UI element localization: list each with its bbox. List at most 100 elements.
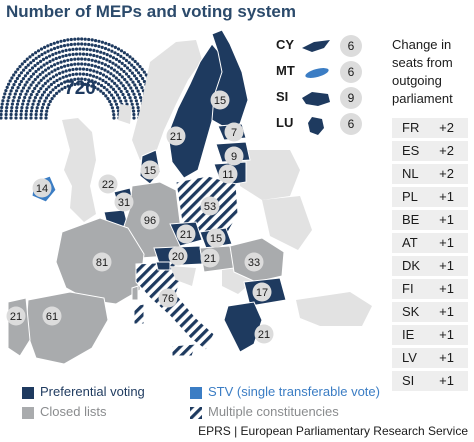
hemicycle-seat bbox=[95, 49, 99, 53]
hemicycle-seat bbox=[109, 66, 114, 70]
hemicycle-seat bbox=[112, 68, 116, 72]
hemicycle-seat bbox=[28, 96, 32, 100]
malta-shape bbox=[305, 68, 329, 78]
hemicycle-seat bbox=[132, 116, 136, 120]
hemicycle-seat bbox=[54, 85, 58, 90]
seat-badge-fr: 81 bbox=[92, 252, 112, 272]
hemicycle-seat bbox=[131, 57, 135, 61]
hemicycle-seat bbox=[9, 109, 13, 113]
hemicycle-seat bbox=[132, 112, 136, 117]
hemicycle-seat bbox=[123, 86, 127, 91]
slovenia-shape bbox=[302, 92, 330, 106]
hemicycle-seat bbox=[87, 58, 91, 62]
change-row-si: SI +1 bbox=[392, 371, 468, 391]
change-value: +2 bbox=[439, 120, 454, 135]
hemicycle-seat bbox=[31, 89, 35, 94]
change-value: +1 bbox=[439, 281, 454, 296]
hemicycle-seat bbox=[11, 99, 15, 103]
hemicycle-seat bbox=[33, 96, 38, 100]
seat-badge-pl: 53 bbox=[200, 196, 220, 216]
hemicycle-seat bbox=[59, 60, 63, 64]
hemicycle-seat bbox=[26, 102, 30, 106]
hemicycle-seat bbox=[100, 67, 104, 71]
hemicycle-seat bbox=[55, 91, 59, 95]
hemicycle-seat bbox=[83, 57, 87, 61]
hemicycle-seat bbox=[114, 90, 118, 94]
hemicycle-seat bbox=[64, 74, 68, 78]
hemicycle-seat bbox=[101, 73, 106, 77]
hemicycle-seat bbox=[58, 71, 62, 75]
hemicycle-seat bbox=[83, 37, 87, 41]
change-code: ES bbox=[402, 143, 420, 158]
change-row-fi: FI +1 bbox=[392, 279, 468, 299]
hemicycle-seat bbox=[22, 68, 26, 72]
hemicycle-seat bbox=[78, 52, 82, 56]
hemicycle-seat bbox=[4, 89, 8, 93]
hemicycle-seat bbox=[99, 50, 103, 54]
hemicycle-seat bbox=[18, 82, 22, 87]
hemicycle-seat bbox=[36, 102, 40, 106]
seat-badge-label: 20 bbox=[172, 251, 184, 263]
hemicycle-seat bbox=[36, 61, 40, 65]
seat-badge-circle bbox=[244, 252, 264, 272]
seat-badge-gr: 21 bbox=[254, 324, 274, 344]
hemicycle-seat bbox=[109, 85, 113, 89]
hemicycle-seat bbox=[122, 51, 126, 55]
hemicycle-seat bbox=[125, 89, 129, 94]
hemicycle-seat bbox=[0, 109, 3, 113]
seat-badge-circle bbox=[158, 288, 178, 308]
seat-badge-label: 21 bbox=[180, 229, 192, 241]
hemicycle-seat bbox=[46, 66, 51, 70]
change-row-fr: FR +2 bbox=[392, 118, 468, 138]
hemicycle-seat bbox=[80, 62, 84, 66]
hemicycle-seat bbox=[63, 64, 67, 68]
hemicycle-seat bbox=[62, 44, 67, 48]
seat-badge-circle bbox=[254, 324, 274, 344]
hemicycle-seat bbox=[64, 53, 68, 58]
hemicycle-seat bbox=[55, 78, 59, 83]
hemicycle-seat bbox=[90, 43, 94, 47]
seat-badge-at: 20 bbox=[168, 246, 188, 266]
hemicycle-seat bbox=[114, 63, 118, 67]
hemicycle-seat bbox=[35, 84, 39, 88]
hemicycle-seat bbox=[111, 96, 116, 100]
hemicycle-seat bbox=[16, 99, 20, 103]
hemicycle-seat bbox=[112, 116, 116, 120]
hemicycle-seat bbox=[95, 54, 99, 58]
hemicycle-seat bbox=[63, 80, 67, 84]
hemicycle-seat bbox=[6, 99, 10, 103]
change-code: FR bbox=[402, 120, 420, 135]
hemicycle-seat bbox=[54, 73, 59, 77]
hemicycle-seat bbox=[24, 65, 28, 70]
seat-badge-it: 76 bbox=[158, 288, 178, 308]
hemicycle-seat bbox=[92, 69, 96, 73]
hemicycle-seat bbox=[111, 87, 116, 91]
hemicycle-seat bbox=[4, 112, 8, 117]
hemicycle-seat bbox=[44, 113, 48, 117]
hemicycle-seat bbox=[74, 72, 79, 76]
hemicycle-seat bbox=[133, 95, 137, 100]
seat-badge-cz: 21 bbox=[176, 224, 196, 244]
hemicycle-seat bbox=[116, 47, 121, 51]
seat-badge-circle bbox=[224, 122, 244, 142]
hemicycle-seat bbox=[129, 77, 133, 81]
hemicycle-seat bbox=[43, 45, 47, 50]
hemicycle-seat bbox=[140, 86, 144, 90]
hemicycle-seat bbox=[57, 89, 61, 93]
seat-badge-circle bbox=[200, 196, 220, 216]
country-SARDINIA bbox=[133, 303, 145, 325]
change-row-be: BE +1 bbox=[392, 210, 468, 230]
hemicycle-seat bbox=[4, 116, 8, 120]
hemicycle-seat bbox=[64, 69, 68, 73]
hemicycle-seat bbox=[4, 109, 8, 113]
hemicycle-seat bbox=[19, 109, 23, 113]
hemicycle-seat bbox=[110, 93, 114, 97]
seat-badge-label: 81 bbox=[96, 257, 108, 269]
hemicycle-seat bbox=[24, 116, 28, 120]
hemicycle-seat bbox=[64, 48, 68, 53]
hemicycle-seat bbox=[129, 86, 133, 90]
hemicycle-seat bbox=[127, 93, 131, 97]
hemicycle-seat bbox=[117, 87, 121, 91]
hemicycle-seat bbox=[130, 71, 134, 75]
hemicycle-seat bbox=[73, 57, 77, 61]
